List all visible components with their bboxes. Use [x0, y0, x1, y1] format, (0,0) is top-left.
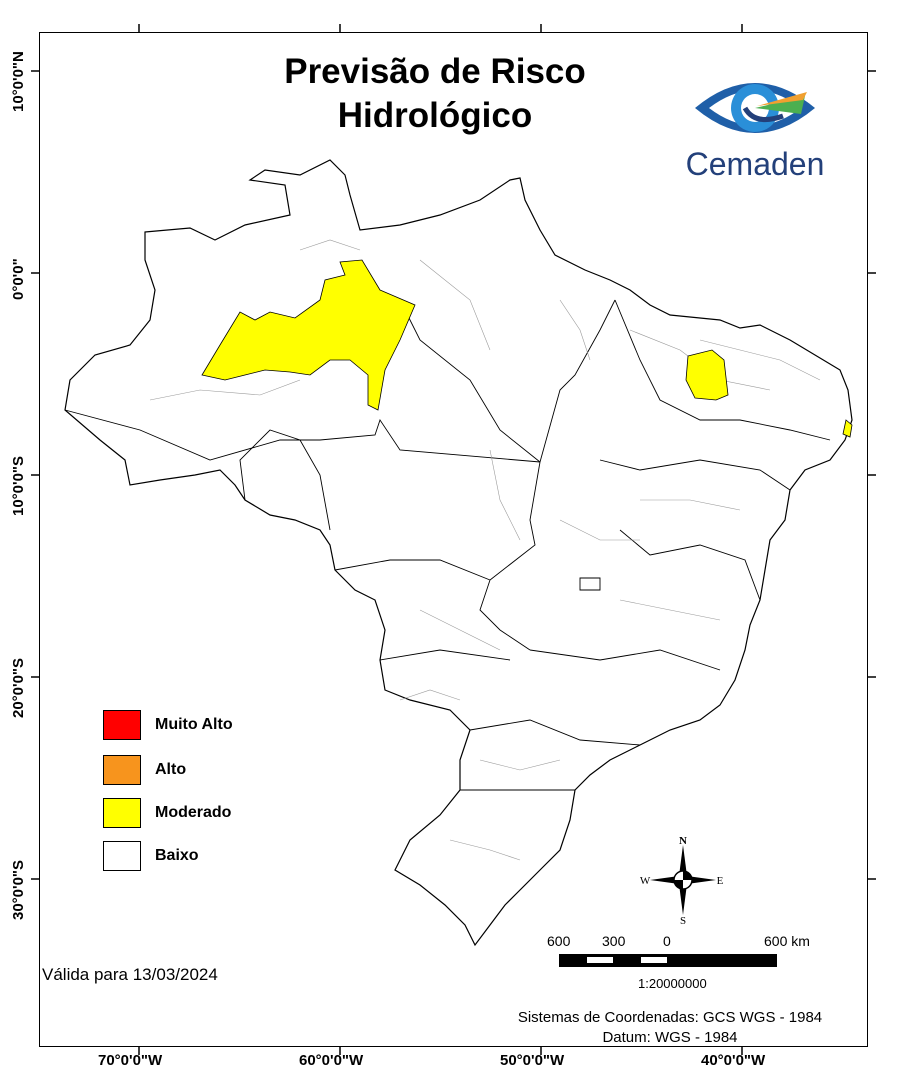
title-line-2: Hidrológico	[337, 96, 533, 135]
coordinate-info: Sistemas de Coordenadas: GCS WGS - 1984 …	[480, 1008, 860, 1048]
moderate-area-piaui	[685, 349, 729, 401]
legend-label: Baixo	[155, 847, 199, 864]
compass-s: S	[680, 915, 686, 925]
title-line-1: Previsão de Risco	[284, 52, 586, 91]
y-label-30s: 30°0'0"S	[10, 859, 27, 920]
map-title: Previsão de Risco Hidrológico	[195, 50, 675, 138]
map-frame	[39, 32, 868, 1047]
moderate-area-coast	[842, 419, 853, 438]
eye-logo-icon	[695, 83, 815, 133]
x-label-50w: 50°0'0"W	[500, 1052, 565, 1069]
scale-label-600: 600	[547, 933, 571, 949]
valid-date: Válida para 13/03/2024	[42, 965, 218, 984]
x-label-60w: 60°0'0"W	[299, 1052, 364, 1069]
legend-label: Moderado	[155, 804, 232, 821]
brazil-outline	[64, 159, 853, 947]
compass-n: N	[679, 835, 687, 847]
y-label-20s: 20°0'0"S	[10, 657, 27, 718]
moderate-area-amazonas	[201, 259, 416, 411]
coord-system: Sistemas de Coordenadas: GCS WGS - 1984	[517, 1009, 823, 1026]
y-label-0: 0°0'0"	[10, 258, 27, 300]
compass-e: E	[717, 875, 724, 887]
legend-label: Muito Alto	[155, 716, 233, 733]
scale-label-0: 0	[663, 933, 671, 949]
legend-swatch	[103, 841, 141, 871]
scale-ratio: 1:20000000	[638, 976, 707, 991]
scale-bar	[559, 954, 777, 967]
scale-label-600km: 600 km	[764, 933, 810, 949]
compass-rose-icon: N S W E	[640, 835, 724, 925]
compass-w: W	[640, 875, 651, 887]
logo-text: Cemaden	[685, 146, 825, 182]
legend-swatch	[103, 710, 141, 740]
legend-swatch	[103, 798, 141, 828]
datum: Datum: WGS - 1984	[602, 1029, 738, 1046]
x-label-40w: 40°0'0"W	[701, 1052, 766, 1069]
legend-label: Alto	[155, 761, 187, 778]
legend-swatch	[103, 755, 141, 785]
y-label-10n: 10°0'0"N	[10, 51, 27, 112]
y-label-10s: 10°0'0"S	[10, 455, 27, 516]
cemaden-logo: Cemaden	[675, 68, 835, 188]
x-label-70w: 70°0'0"W	[98, 1052, 163, 1069]
scale-label-300: 300	[602, 933, 626, 949]
